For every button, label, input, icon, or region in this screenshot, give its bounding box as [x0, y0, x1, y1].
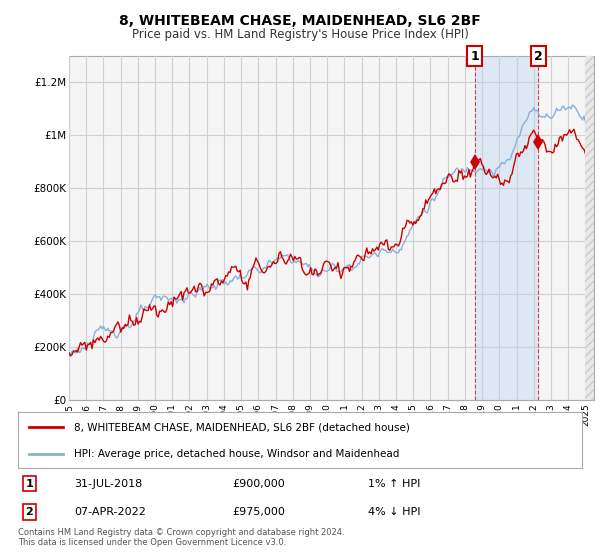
- Text: 8, WHITEBEAM CHASE, MAIDENHEAD, SL6 2BF (detached house): 8, WHITEBEAM CHASE, MAIDENHEAD, SL6 2BF …: [74, 422, 410, 432]
- Text: 31-JUL-2018: 31-JUL-2018: [74, 479, 143, 489]
- Text: 2: 2: [534, 49, 543, 63]
- Text: 2: 2: [25, 507, 33, 517]
- Text: 8, WHITEBEAM CHASE, MAIDENHEAD, SL6 2BF: 8, WHITEBEAM CHASE, MAIDENHEAD, SL6 2BF: [119, 14, 481, 28]
- Text: 1% ↑ HPI: 1% ↑ HPI: [368, 479, 420, 489]
- Text: Price paid vs. HM Land Registry's House Price Index (HPI): Price paid vs. HM Land Registry's House …: [131, 28, 469, 41]
- Text: 4% ↓ HPI: 4% ↓ HPI: [368, 507, 420, 517]
- Text: £975,000: £975,000: [232, 507, 285, 517]
- Text: 07-APR-2022: 07-APR-2022: [74, 507, 146, 517]
- Text: 1: 1: [25, 479, 33, 489]
- Text: £900,000: £900,000: [232, 479, 285, 489]
- Text: 1: 1: [470, 49, 479, 63]
- Bar: [475, 56, 538, 400]
- Text: Contains HM Land Registry data © Crown copyright and database right 2024.
This d: Contains HM Land Registry data © Crown c…: [18, 528, 344, 548]
- Text: HPI: Average price, detached house, Windsor and Maidenhead: HPI: Average price, detached house, Wind…: [74, 449, 400, 459]
